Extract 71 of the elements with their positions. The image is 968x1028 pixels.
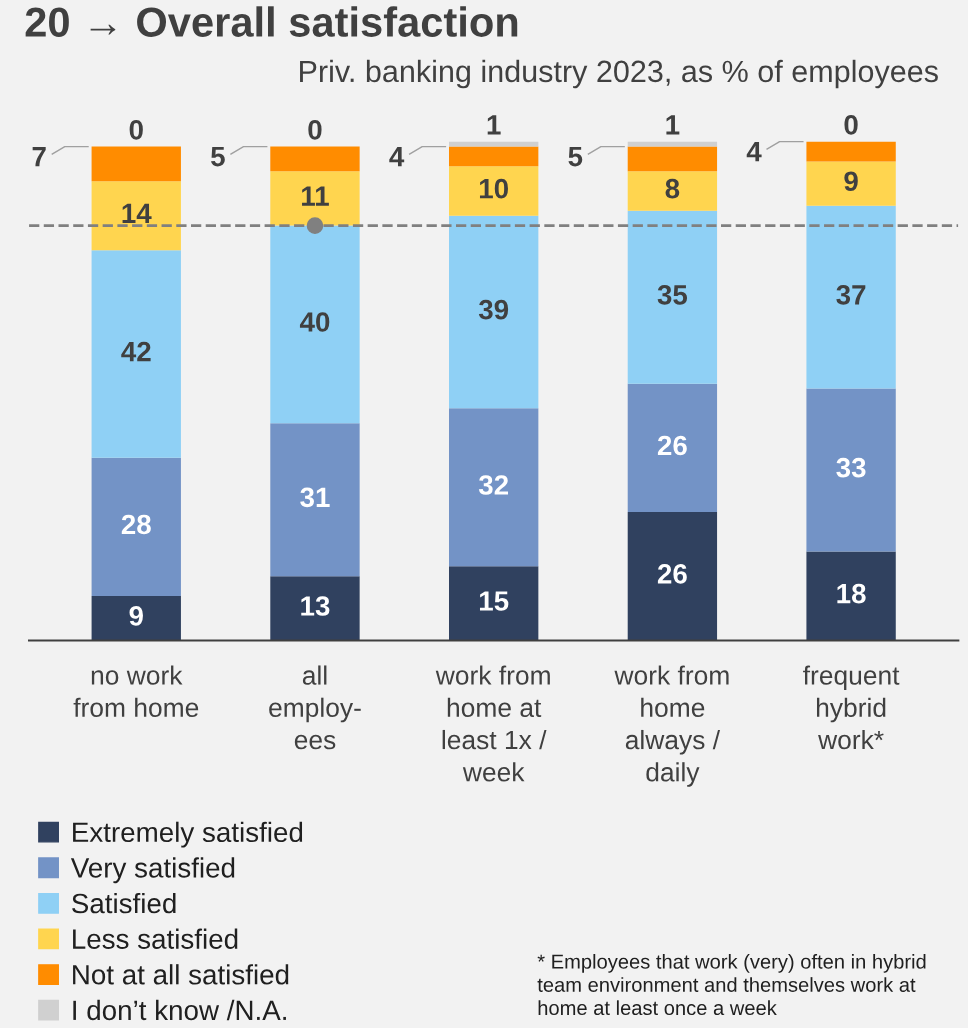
bar	[91, 457, 181, 596]
data-label: 37	[836, 285, 866, 305]
bar	[449, 566, 539, 641]
data-label: 11	[302, 186, 329, 206]
data-label: 40	[299, 312, 330, 332]
x-tick-label: frequent hybrid work*	[803, 665, 900, 750]
x-tick-label: no work from home	[73, 665, 199, 718]
data-label: 18	[837, 583, 866, 604]
data-label: 5	[211, 147, 225, 167]
data-label: 31	[300, 487, 330, 508]
bar	[627, 141, 718, 147]
bar	[449, 215, 539, 409]
data-label: 26	[657, 564, 687, 584]
data-label: 7	[32, 147, 46, 167]
data-label: 15	[479, 591, 509, 611]
bar	[270, 171, 360, 226]
legend-label: Very satisfied	[70, 857, 235, 884]
bar	[627, 171, 718, 211]
data-label: 4	[746, 142, 762, 162]
data-label: 13	[301, 596, 330, 616]
data-label: 0	[844, 115, 858, 135]
bar	[449, 408, 539, 567]
text: 20 → Overall satisfaction	[25, 6, 518, 37]
data-label: 35	[657, 285, 688, 305]
data-label: 26	[657, 435, 687, 456]
data-label: 0	[308, 119, 322, 140]
bar	[270, 146, 360, 172]
bar	[270, 225, 360, 424]
bar	[806, 388, 896, 552]
bar	[627, 210, 718, 384]
bar	[91, 596, 181, 641]
text: Priv. banking industry 2023, as % of employees	[300, 59, 938, 89]
data-label: 42	[121, 341, 151, 362]
bar	[627, 383, 718, 513]
legend-label: Satisfied	[72, 892, 176, 914]
bar	[806, 551, 896, 641]
data-label: 14	[122, 203, 152, 223]
bar	[627, 512, 718, 641]
bar	[270, 576, 360, 641]
legend-label: I don’t know /N.A.	[73, 999, 286, 1021]
legend-label: Extremely satisfied	[73, 821, 303, 848]
bar	[449, 141, 539, 147]
data-label: 5	[568, 147, 583, 167]
data-label: 9	[129, 606, 143, 626]
bar	[270, 423, 360, 577]
bar	[806, 205, 896, 389]
data-label: 32	[478, 475, 509, 495]
data-label: 8	[665, 178, 680, 199]
bar	[806, 141, 896, 162]
data-label: 33	[836, 457, 866, 478]
data-label: 39	[478, 299, 509, 320]
legend-label: Less satisfied	[73, 928, 238, 949]
data-label: 1	[666, 115, 680, 135]
x-tick-label: work from home at least 1x / week	[435, 665, 550, 782]
bar	[449, 166, 539, 216]
bar	[91, 146, 181, 182]
data-label: 10	[479, 178, 508, 199]
bar	[627, 146, 718, 172]
data-label: 9	[844, 171, 858, 192]
x-tick-label: all employ- ees	[269, 665, 361, 750]
data-label: 1	[487, 115, 501, 135]
data-label: 28	[121, 514, 151, 535]
text: * Employees that work (very) often in hybrid team environment and themselves work at home at least once a week	[537, 953, 926, 1016]
bar	[806, 161, 896, 206]
data-label: 0	[129, 119, 143, 140]
bar	[91, 181, 181, 251]
bar	[91, 250, 181, 458]
legend-label: Not at all satisfied	[73, 964, 289, 985]
data-label: 4	[389, 147, 405, 167]
x-tick-label: work from home always / daily	[614, 665, 729, 787]
bar	[449, 146, 539, 167]
